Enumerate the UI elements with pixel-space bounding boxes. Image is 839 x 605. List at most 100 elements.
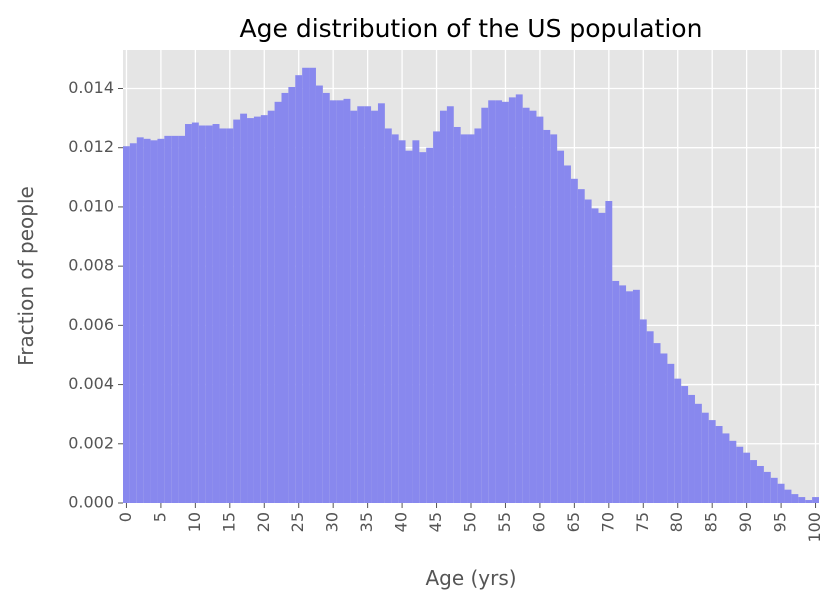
histogram-bar	[701, 412, 709, 503]
y-tick-label: 0.010	[68, 196, 114, 215]
histogram-bar	[481, 107, 489, 503]
histogram-bar	[219, 128, 227, 503]
histogram-bar	[185, 124, 192, 504]
x-tick-label: 80	[667, 512, 686, 532]
histogram-bar	[570, 178, 578, 503]
histogram-bar	[260, 115, 268, 503]
histogram-bar	[564, 165, 571, 503]
histogram-bar	[350, 110, 358, 503]
x-tick-label: 100	[805, 512, 824, 543]
x-tick-label: 60	[529, 512, 548, 532]
y-axis-title: Fraction of people	[14, 186, 38, 366]
histogram-bar	[715, 426, 723, 503]
histogram-bar	[784, 489, 792, 503]
histogram-bar	[377, 103, 385, 503]
y-tick-label: 0.000	[68, 493, 114, 512]
histogram-bar	[770, 477, 778, 503]
histogram-bar	[763, 471, 771, 503]
histogram-bar	[557, 150, 565, 503]
histogram-bar	[502, 101, 509, 504]
histogram-bar	[226, 128, 234, 503]
histogram-bar	[812, 497, 819, 503]
x-tick-label: 20	[254, 512, 273, 532]
histogram-bar	[791, 494, 799, 503]
histogram-bar	[777, 483, 785, 503]
histogram-bar	[798, 497, 806, 503]
histogram-bar	[453, 126, 461, 503]
x-tick-label: 35	[357, 512, 376, 532]
x-tick-label: 95	[771, 512, 790, 532]
histogram-bar	[157, 138, 165, 503]
x-tick-label: 15	[219, 512, 238, 532]
histogram-bar	[515, 94, 523, 503]
histogram-bar	[129, 143, 137, 503]
histogram-bar	[315, 85, 323, 503]
histogram-bar	[660, 353, 668, 503]
histogram-bar	[412, 140, 420, 503]
histogram-bar	[405, 150, 413, 503]
histogram-bar	[446, 106, 454, 503]
histogram-bars	[123, 67, 819, 504]
x-tick-label: 55	[495, 512, 514, 532]
histogram-bar	[529, 110, 537, 503]
histogram-bar	[646, 331, 654, 503]
histogram-bar	[653, 343, 661, 503]
y-tick-label: 0.008	[68, 256, 114, 275]
histogram-bar	[322, 92, 330, 504]
histogram-bar	[550, 134, 558, 503]
x-tick-label: 5	[150, 512, 169, 522]
histogram-bar	[288, 87, 296, 504]
histogram-bar	[688, 394, 695, 503]
y-tick-label: 0.014	[68, 78, 114, 97]
histogram-bar	[274, 101, 282, 504]
histogram-bar	[247, 118, 254, 504]
histogram-bar	[598, 212, 606, 503]
histogram-bar	[267, 110, 275, 503]
histogram-bar	[295, 75, 303, 504]
histogram-bar	[150, 140, 158, 503]
histogram-bar	[639, 319, 647, 503]
histogram-bar	[577, 189, 585, 503]
histogram-bar	[240, 113, 248, 503]
y-tick-label: 0.006	[68, 315, 114, 334]
chart-title: Age distribution of the US population	[240, 14, 703, 43]
y-tick-label: 0.002	[68, 433, 114, 452]
histogram-bar	[467, 134, 475, 503]
histogram-bar	[805, 500, 813, 503]
histogram-bar	[508, 97, 516, 503]
histogram-bar	[750, 460, 757, 503]
histogram-bar	[433, 131, 440, 503]
histogram-bar	[205, 125, 213, 503]
histogram-bar	[722, 433, 730, 503]
histogram-bar	[371, 110, 378, 503]
histogram-bar	[123, 146, 130, 503]
histogram-bar	[233, 119, 241, 503]
x-axis-title: Age (yrs)	[425, 566, 516, 590]
histogram-bar	[329, 100, 337, 503]
histogram-bar	[756, 465, 764, 503]
histogram-bar	[736, 446, 744, 503]
histogram-bar	[178, 135, 186, 504]
y-tick-label: 0.012	[68, 137, 114, 156]
histogram-bar	[694, 403, 702, 503]
histogram-bar	[426, 147, 434, 504]
histogram-bar	[488, 100, 496, 503]
histogram-bar	[343, 98, 351, 504]
histogram-bar	[681, 386, 689, 503]
histogram-bar	[439, 110, 447, 503]
histogram-bar	[612, 280, 620, 503]
x-tick-label: 30	[323, 512, 342, 532]
x-tick-label: 10	[185, 512, 204, 532]
x-tick-label: 45	[426, 512, 445, 532]
histogram-bar	[398, 140, 406, 503]
x-tick-label: 75	[633, 512, 652, 532]
histogram-bar	[384, 128, 392, 503]
x-tick-label: 25	[288, 512, 307, 532]
x-tick-label: 90	[736, 512, 755, 532]
histogram-bar	[191, 122, 199, 503]
histogram-bar	[309, 67, 316, 503]
histogram-bar	[364, 106, 372, 503]
histogram-bar	[212, 124, 220, 504]
histogram-bar	[136, 137, 144, 503]
histogram-bar	[619, 285, 627, 503]
